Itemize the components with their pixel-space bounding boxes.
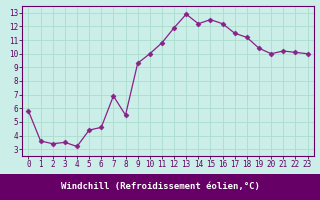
Text: Windchill (Refroidissement éolien,°C): Windchill (Refroidissement éolien,°C)	[60, 182, 260, 192]
